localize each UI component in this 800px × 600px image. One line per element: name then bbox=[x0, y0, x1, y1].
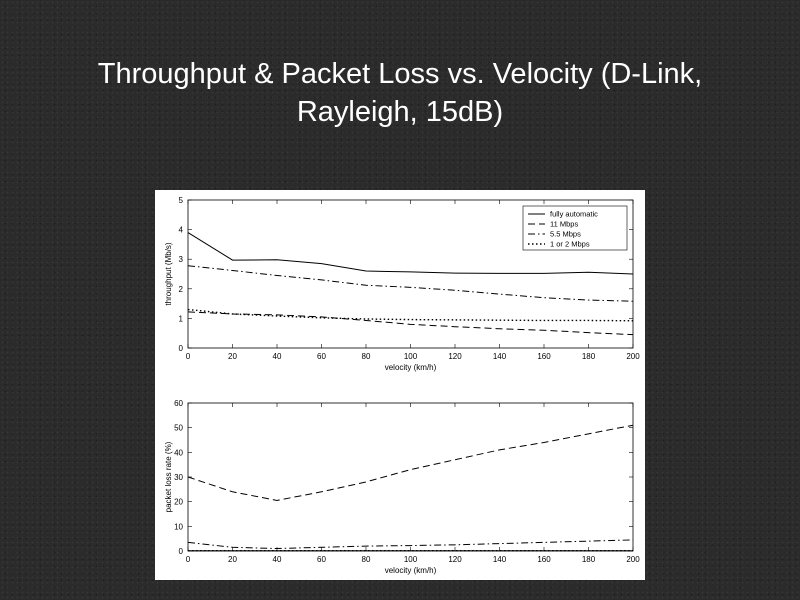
throughput-x-tick-label: 80 bbox=[362, 352, 371, 361]
throughput-x-tick-label: 20 bbox=[228, 352, 237, 361]
figure-panel: 0 20 40 60 80 100 120 140 160 180 200 0 1 2 3 4 5 velocit… bbox=[155, 190, 645, 580]
packet-loss-y-tick-label: 30 bbox=[174, 473, 183, 482]
throughput-x-tick-label: 60 bbox=[317, 352, 326, 361]
throughput-y-tick-label: 0 bbox=[179, 344, 184, 353]
throughput-y-tick-label: 2 bbox=[179, 285, 184, 294]
packet-loss-x-tick-label: 160 bbox=[537, 555, 551, 564]
packet-loss-x-tick-label: 100 bbox=[404, 555, 418, 564]
packet-loss-x-tick-label: 80 bbox=[362, 555, 371, 564]
packet-loss-x-tick-label: 120 bbox=[448, 555, 462, 564]
packet-loss-chart: 0 20 40 60 80 100 120 140 160 180 200 0 10 20 30 40 50 60… bbox=[164, 399, 640, 575]
packet-loss-y-tick-label: 0 bbox=[179, 547, 184, 556]
throughput-x-tick-label: 120 bbox=[448, 352, 462, 361]
throughput-x-tick-label: 160 bbox=[537, 352, 551, 361]
throughput-y-tick-label: 1 bbox=[179, 314, 184, 323]
throughput-series-dashdot-line bbox=[187, 265, 634, 302]
throughput-legend-label: fully automatic bbox=[550, 210, 598, 219]
throughput-y-tick-label: 4 bbox=[179, 226, 184, 235]
throughput-legend-label: 1 or 2 Mbps bbox=[550, 240, 590, 249]
throughput-series-dashed-line bbox=[187, 311, 634, 336]
packet-loss-axes-box bbox=[187, 402, 634, 552]
throughput-x-tick-label: 0 bbox=[186, 352, 191, 361]
packet-loss-y-tick-label: 20 bbox=[174, 498, 183, 507]
packet-loss-y-axis-label: packet loss rate (%) bbox=[164, 441, 173, 512]
packet-loss-x-tick-label: 40 bbox=[273, 555, 282, 564]
packet-loss-x-tick-label: 140 bbox=[493, 555, 507, 564]
throughput-legend-box bbox=[522, 205, 628, 251]
throughput-x-tick-label: 200 bbox=[626, 352, 640, 361]
packet-loss-y-tick-label: 60 bbox=[174, 399, 183, 408]
packet-loss-series-dashdot-line bbox=[187, 539, 634, 550]
packet-loss-x-tick-label: 20 bbox=[228, 555, 237, 564]
packet-loss-x-tick-label: 200 bbox=[626, 555, 640, 564]
throughput-series-dotted-line bbox=[187, 308, 634, 322]
packet-loss-x-tick-label: 0 bbox=[186, 555, 191, 564]
packet-loss-x-tick-label: 60 bbox=[317, 555, 326, 564]
packet-loss-y-tick-label: 10 bbox=[174, 522, 183, 531]
throughput-x-tick-label: 180 bbox=[582, 352, 596, 361]
packet-loss-y-tick-label: 40 bbox=[174, 448, 183, 457]
throughput-legend-label: 5.5 Mbps bbox=[550, 230, 581, 239]
throughput-chart: 0 20 40 60 80 100 120 140 160 180 200 0 1 2 3 4 5 velocit… bbox=[164, 196, 640, 372]
throughput-x-axis-label: velocity (km/h) bbox=[385, 363, 437, 372]
packet-loss-series-dashed-line bbox=[187, 424, 634, 501]
packet-loss-x-tick-label: 180 bbox=[582, 555, 596, 564]
throughput-y-axis-label: throughput (Mb/s) bbox=[164, 242, 173, 305]
throughput-x-tick-label: 40 bbox=[273, 352, 282, 361]
figure-svg: 0 20 40 60 80 100 120 140 160 180 200012345velocit… bbox=[164, 196, 640, 575]
throughput-x-tick-label: 100 bbox=[404, 352, 418, 361]
packet-loss-y-tick-label: 50 bbox=[174, 424, 183, 433]
throughput-x-tick-label: 140 bbox=[493, 352, 507, 361]
slide-title: Throughput & Packet Loss vs. Velocity (D… bbox=[97, 58, 703, 128]
throughput-y-tick-label: 3 bbox=[179, 255, 184, 264]
throughput-legend-label: 11 Mbps bbox=[550, 220, 578, 229]
throughput-series-solid-line bbox=[187, 232, 634, 275]
throughput-y-tick-label: 5 bbox=[179, 196, 184, 205]
packet-loss-x-axis-label: velocity (km/h) bbox=[385, 566, 437, 575]
